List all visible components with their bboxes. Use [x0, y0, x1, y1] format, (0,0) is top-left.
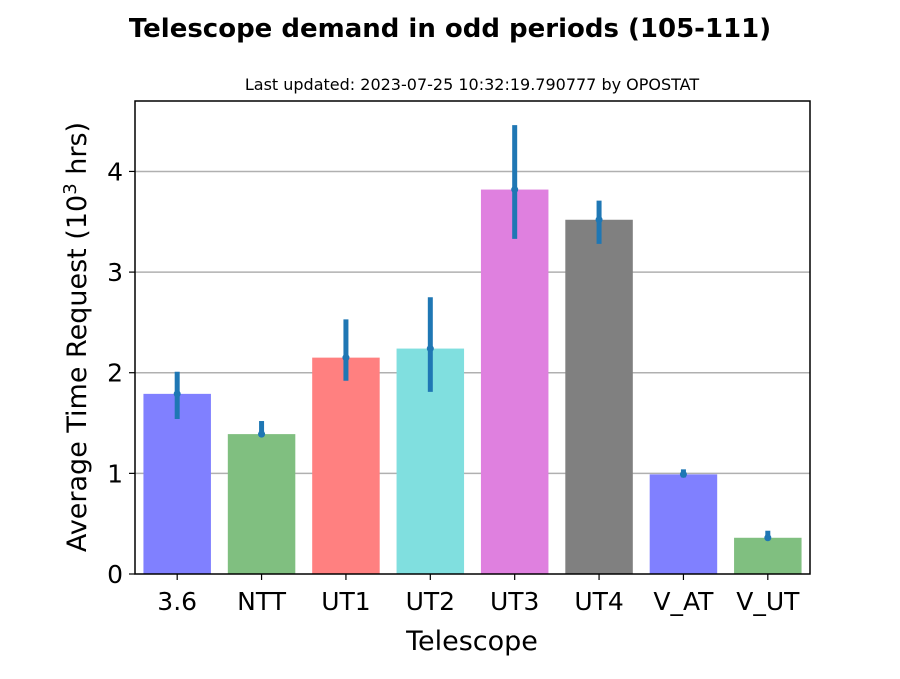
- plot-frame: [134, 100, 811, 575]
- x-tick-label: UT4: [574, 587, 623, 616]
- x-tick-label: NTT: [237, 587, 287, 616]
- bar-UT3: [480, 189, 549, 574]
- mean-point-UT4: [595, 216, 603, 224]
- mean-point-V_AT: [679, 470, 687, 478]
- mean-point-3.6: [173, 390, 181, 398]
- y-axis-label: Average Time Request (103 hrs): [60, 122, 93, 552]
- bar-UT1: [312, 357, 380, 574]
- bar-UT4: [565, 219, 633, 575]
- x-tick-label: 3.6: [157, 587, 197, 616]
- y-tick-label: 1: [107, 459, 123, 488]
- mean-point-UT1: [342, 354, 350, 362]
- mean-point-NTT: [258, 430, 266, 438]
- mean-point-V_UT: [764, 534, 772, 542]
- x-tick-label: UT1: [321, 587, 370, 616]
- mean-point-UT3: [511, 186, 519, 194]
- y-tick-label: 3: [107, 258, 123, 287]
- y-tick-label: 2: [107, 359, 123, 388]
- bar-V_UT: [734, 537, 802, 574]
- x-tick-label: UT3: [490, 587, 539, 616]
- chart-subtitle: Last updated: 2023-07-25 10:32:19.790777…: [245, 75, 700, 94]
- x-tick-label: V_AT: [653, 587, 714, 616]
- y-tick-label: 4: [107, 157, 123, 186]
- chart-title: Telescope demand in odd periods (105-111…: [129, 14, 771, 44]
- x-tick-label: UT2: [406, 587, 455, 616]
- bar-V_AT: [649, 474, 718, 574]
- bar-NTT: [227, 434, 296, 574]
- bar-3.6: [143, 393, 211, 574]
- x-axis-label: Telescope: [405, 626, 538, 657]
- y-tick-label: 0: [107, 560, 123, 589]
- x-tick-label: V_UT: [736, 587, 800, 616]
- mean-point-UT2: [426, 345, 434, 353]
